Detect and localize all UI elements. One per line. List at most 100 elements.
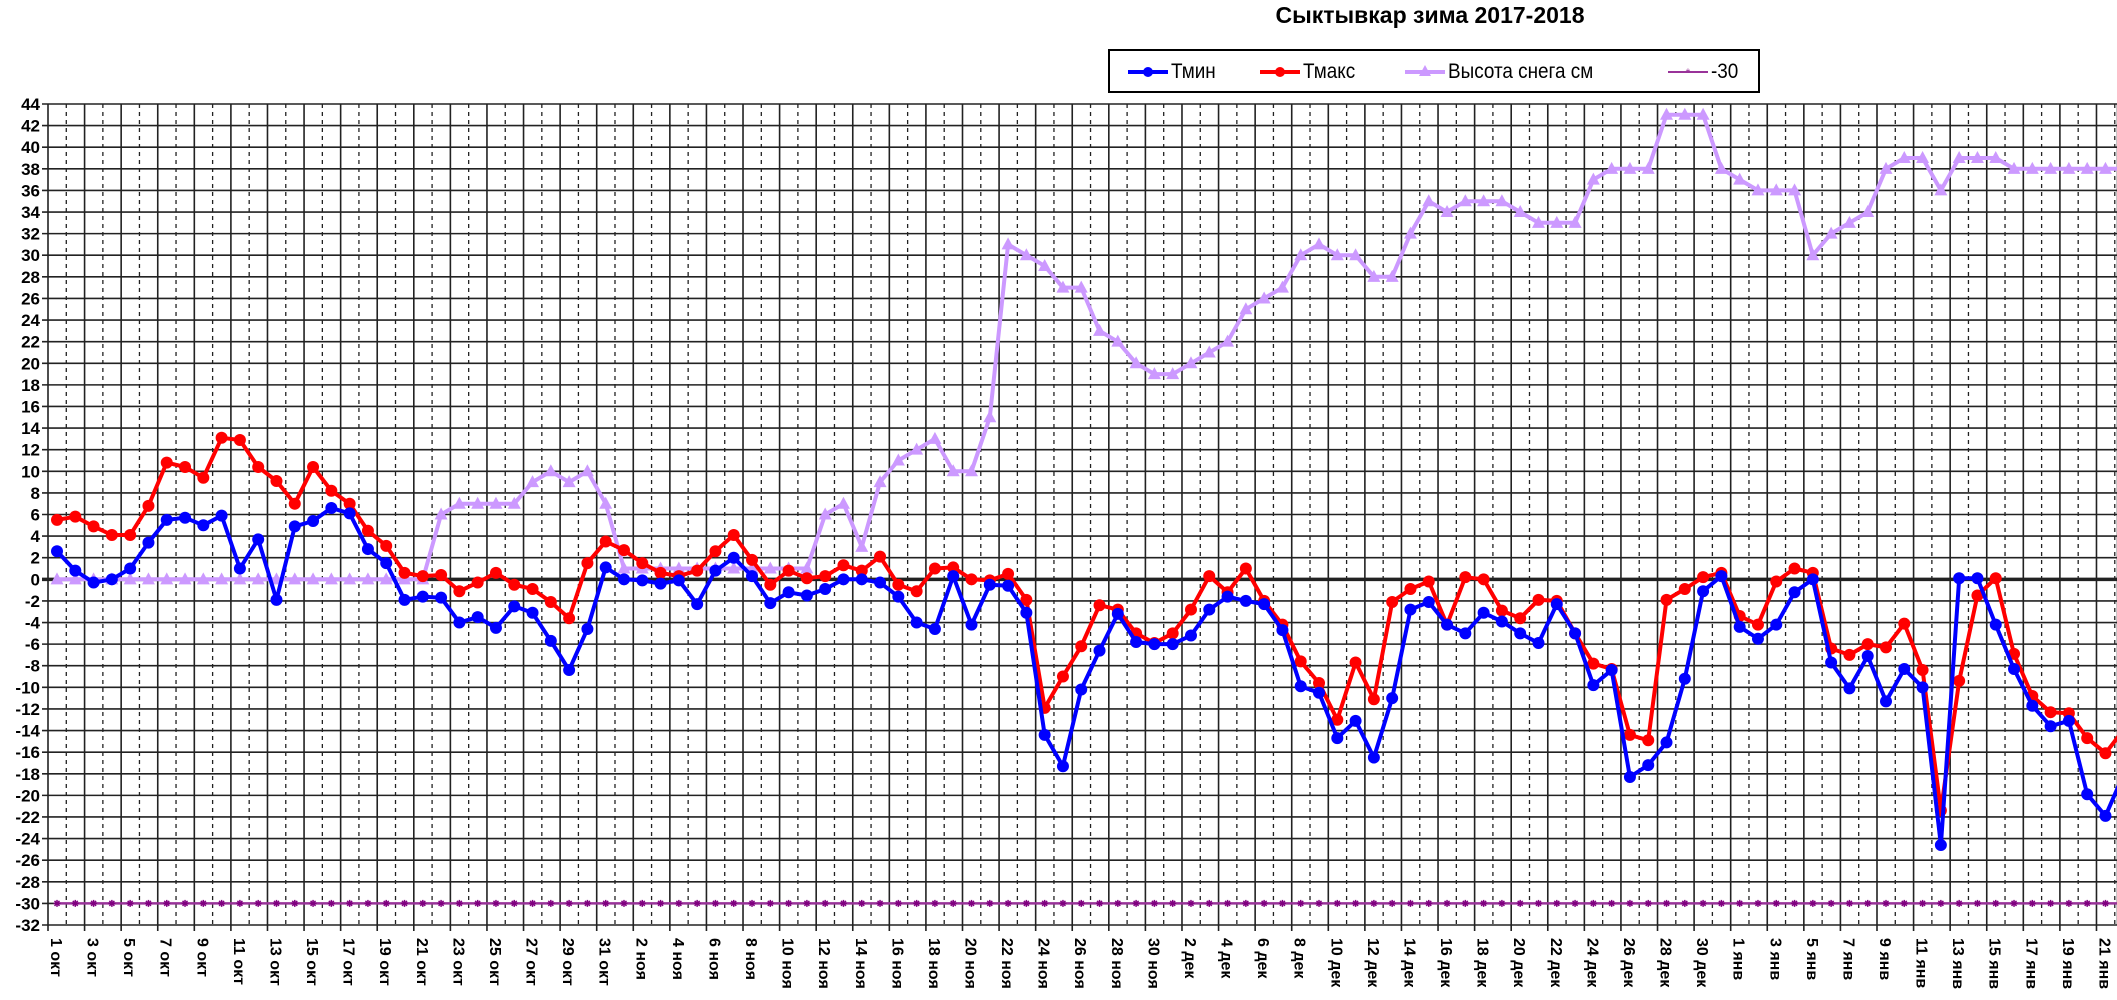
x-tick-label: 30 дек bbox=[1693, 938, 1710, 988]
snow-point bbox=[580, 464, 594, 477]
x-tick-label: 16 дек bbox=[1437, 938, 1454, 988]
y-tick-label: -32 bbox=[15, 916, 40, 935]
snow-point bbox=[1879, 161, 1893, 174]
tmin-point bbox=[1002, 579, 1015, 592]
tmin-point bbox=[1294, 680, 1307, 693]
tmin-point bbox=[1770, 618, 1783, 631]
y-tick-label: 22 bbox=[21, 333, 40, 352]
tmin-point bbox=[508, 600, 521, 613]
minus30-point bbox=[1406, 899, 1414, 907]
tmin-point bbox=[1989, 618, 2002, 631]
x-tick-label: 20 дек bbox=[1510, 938, 1527, 988]
tmax-point bbox=[636, 557, 649, 570]
y-tick-label: 40 bbox=[21, 138, 40, 157]
tmax-point bbox=[526, 583, 539, 596]
tmax-point bbox=[1404, 583, 1417, 596]
tmin-point bbox=[947, 570, 960, 583]
minus30-point bbox=[144, 899, 152, 907]
snow-point bbox=[617, 561, 631, 574]
tmax-point bbox=[654, 566, 667, 579]
snow-point bbox=[1330, 248, 1344, 261]
snow-point bbox=[1495, 194, 1509, 207]
snow-point bbox=[727, 561, 741, 574]
tmin-point bbox=[51, 545, 63, 558]
minus30-point bbox=[1644, 899, 1652, 907]
y-tick-label: 32 bbox=[21, 225, 40, 244]
tmax-point bbox=[581, 557, 594, 570]
snow-point bbox=[1001, 237, 1015, 250]
y-tick-label: 20 bbox=[21, 354, 40, 373]
tmax-point bbox=[1166, 627, 1179, 640]
minus30-point bbox=[1260, 899, 1268, 907]
tmin-point bbox=[2008, 662, 2021, 675]
snow-point bbox=[965, 464, 978, 477]
x-tick-label: 7 окт bbox=[157, 938, 174, 977]
tmin-point bbox=[563, 664, 576, 677]
minus30-point bbox=[1022, 899, 1030, 907]
tmax-point bbox=[819, 570, 832, 583]
tmin-point bbox=[581, 623, 594, 636]
tmin-point bbox=[1660, 736, 1673, 749]
tmin-point bbox=[1056, 760, 1069, 773]
snow-point bbox=[1861, 205, 1875, 218]
snow-point bbox=[1696, 107, 1710, 120]
tmin-point bbox=[471, 611, 484, 624]
tmin-point bbox=[87, 576, 100, 589]
snow-point bbox=[1312, 237, 1326, 250]
tmax-point bbox=[179, 460, 192, 473]
minus30-point bbox=[181, 899, 189, 907]
x-tick-label: 21 окт bbox=[413, 938, 430, 986]
tmax-point bbox=[837, 559, 850, 572]
tmax-point bbox=[691, 564, 704, 577]
tmin-point bbox=[1258, 598, 1271, 611]
snow-point bbox=[196, 572, 210, 585]
snow-point bbox=[1660, 107, 1674, 120]
tmax-point bbox=[1989, 572, 2002, 585]
tmax-point bbox=[1861, 638, 1874, 651]
minus30-point bbox=[968, 899, 975, 907]
snow-point bbox=[983, 410, 997, 423]
tmin-point bbox=[69, 564, 82, 577]
tmax-point bbox=[270, 475, 283, 488]
tmin-point bbox=[892, 590, 905, 603]
tmax-point bbox=[1093, 599, 1106, 612]
x-tick-label: 18 ноя bbox=[925, 938, 942, 989]
minus30-point bbox=[1443, 899, 1451, 907]
snow-point bbox=[471, 496, 485, 509]
legend-minus30-swatch-icon: * bbox=[1668, 66, 1708, 80]
y-tick-label: 24 bbox=[21, 311, 40, 330]
minus30-point bbox=[2047, 899, 2055, 907]
minus30-point bbox=[1791, 899, 1799, 907]
snow-point bbox=[2025, 161, 2039, 174]
legend-label: -30 bbox=[1711, 60, 1739, 83]
x-tick-label: 9 окт bbox=[193, 938, 210, 977]
tmax-point bbox=[1294, 655, 1307, 668]
legend-snow-swatch-icon bbox=[1405, 65, 1445, 76]
snow-point bbox=[1294, 248, 1308, 261]
tmin-point bbox=[2081, 788, 2094, 801]
tmax-point bbox=[1239, 562, 1252, 575]
x-tick-label: 31 окт bbox=[596, 938, 613, 986]
x-tick-label: 10 дек bbox=[1327, 938, 1344, 988]
snow-point bbox=[544, 464, 558, 477]
tmin-point bbox=[764, 597, 777, 610]
snow-point bbox=[599, 496, 613, 509]
snow-point bbox=[1166, 367, 1180, 380]
snow-point bbox=[1129, 356, 1143, 369]
tmin-point bbox=[636, 574, 649, 587]
minus30-point bbox=[1900, 899, 1908, 907]
snow-point bbox=[1714, 161, 1728, 174]
tmin-point bbox=[1623, 771, 1636, 784]
snow-point bbox=[160, 572, 174, 585]
tmax-point bbox=[617, 544, 630, 557]
tmax-point bbox=[1184, 603, 1197, 616]
legend: Тмин Тмакс Высота снега см * -30 bbox=[1108, 49, 1760, 93]
minus30-point bbox=[1370, 899, 1378, 907]
tmax-point bbox=[1203, 570, 1216, 583]
tmin-point bbox=[874, 576, 887, 589]
tmin-point bbox=[1751, 632, 1764, 645]
x-tick-label: 8 дек bbox=[1291, 938, 1308, 979]
tmin-point bbox=[1898, 662, 1911, 675]
snow-point bbox=[1038, 259, 1052, 272]
minus30-point bbox=[1187, 899, 1195, 907]
